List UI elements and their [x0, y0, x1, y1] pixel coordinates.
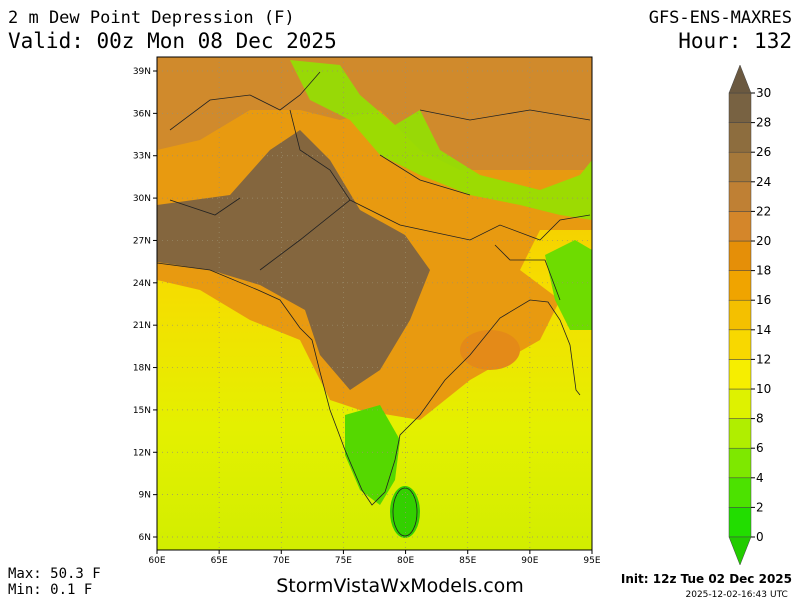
colorbar-band	[728, 329, 752, 360]
lat-label: 9N	[139, 491, 151, 501]
colorbar-label: 30	[756, 86, 771, 100]
colorbar-band	[728, 211, 752, 242]
colorbar-label: 8	[756, 412, 764, 426]
colorbar-top-arrow	[728, 64, 752, 94]
political-borders	[169, 71, 591, 301]
init-time: Init: 12z Tue 02 Dec 2025	[621, 572, 792, 586]
field-green-south-india	[345, 405, 400, 505]
lon-label: 80E	[397, 556, 414, 566]
lat-label: 15N	[133, 406, 151, 416]
timestamp: 2025-12-02-16:43	[686, 590, 768, 600]
map-field	[157, 57, 592, 550]
colorbar-band	[728, 151, 752, 183]
field-green-himalaya	[290, 60, 592, 220]
colorbar-bottom-arrow	[728, 536, 752, 566]
title: 2 m Dew Point Depression (F)	[8, 8, 295, 28]
field-green-northeast	[545, 240, 592, 330]
colorbar-band	[728, 122, 752, 153]
lat-label: 12N	[133, 448, 151, 458]
field-light-brown	[157, 57, 592, 170]
utc-label: UTC	[770, 590, 788, 600]
colorbar-band	[728, 270, 752, 301]
colorbar-band	[728, 92, 752, 123]
lon-label: 75E	[335, 556, 352, 566]
website: StormVistaWxModels.com	[276, 575, 524, 597]
colorbar-label: 16	[756, 293, 771, 307]
colorbar-band	[728, 240, 752, 271]
lon-label: 85E	[459, 556, 476, 566]
lon-label: 65E	[211, 556, 228, 566]
colorbar-band	[728, 181, 752, 212]
colorbar-label: 28	[756, 116, 771, 130]
colorbar-label: 12	[756, 352, 771, 366]
lon-label: 70E	[273, 556, 290, 566]
colorbar-label: 26	[756, 145, 771, 159]
colorbar-band	[728, 447, 752, 479]
colorbar-label: 22	[756, 204, 771, 218]
min-value: Min: 0.1 F	[8, 582, 92, 598]
colorbar-label: 4	[756, 471, 764, 485]
field-brown	[157, 130, 430, 390]
lat-label: 30N	[133, 194, 151, 204]
field-orange-bay	[460, 330, 520, 370]
colorbar-band	[728, 507, 752, 538]
coastline	[156, 262, 581, 506]
sri-lanka-coast	[392, 487, 418, 537]
model-name: GFS-ENS-MAXRES	[649, 8, 792, 28]
map-frame	[156, 56, 593, 551]
lat-label: 36N	[133, 109, 151, 119]
colorbar-band	[728, 477, 752, 508]
colorbar-band	[728, 418, 752, 449]
colorbar-band	[728, 388, 752, 419]
colorbar-label: 6	[756, 441, 764, 455]
lat-label: 33N	[133, 152, 151, 162]
colorbar-label: 20	[756, 234, 771, 248]
lat-label: 27N	[133, 236, 151, 246]
lat-label: 39N	[133, 67, 151, 77]
lon-label: 95E	[583, 556, 600, 566]
colorbar-label: 24	[756, 175, 771, 189]
lat-label: 24N	[133, 279, 151, 289]
colorbar-label: 0	[756, 530, 764, 544]
valid-time: Valid: 00z Mon 08 Dec 2025	[8, 29, 337, 53]
max-value: Max: 50.3 F	[8, 566, 101, 582]
colorbar-label: 14	[756, 323, 771, 337]
colorbar-label: 10	[756, 382, 771, 396]
lat-label: 6N	[139, 533, 151, 543]
colorbar-label: 18	[756, 264, 771, 278]
lon-label: 90E	[521, 556, 538, 566]
lon-label: 60E	[148, 556, 165, 566]
lat-label: 18N	[133, 364, 151, 374]
colorbar-band	[728, 359, 752, 390]
lat-label: 21N	[133, 321, 151, 331]
field-green-sri-lanka	[390, 486, 420, 538]
colorbar-band	[728, 299, 752, 331]
colorbar-label: 2	[756, 500, 764, 514]
forecast-hour: Hour: 132	[678, 29, 792, 53]
